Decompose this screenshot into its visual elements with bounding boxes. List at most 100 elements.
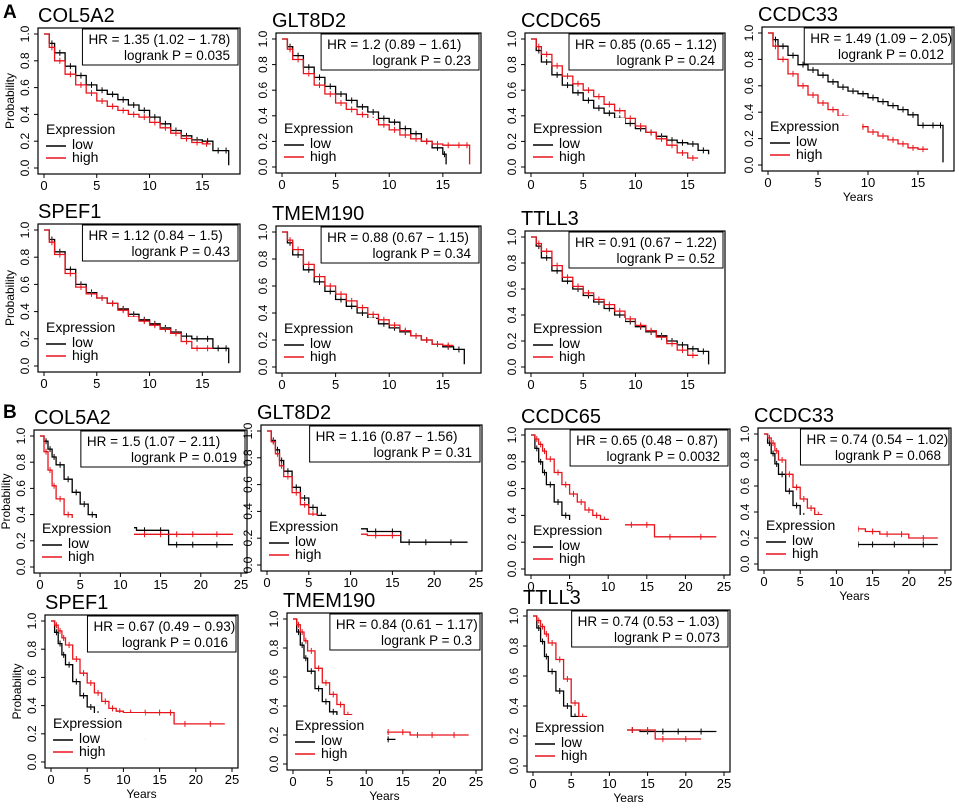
legend-title: Expression [533,120,602,136]
logrank-p: logrank P = 0.34 [373,246,472,261]
x-tick-label: 0 [278,377,285,392]
hr-value: HR = 0.74 (0.54 − 1.02) [806,432,948,447]
plot-frame [260,424,483,572]
x-tick-label: 20 [902,574,916,589]
y-tick-label: 0.4 [738,503,752,520]
legend-label-high: high [796,146,822,162]
x-tick-label: 15 [153,577,167,592]
x-tick-label: 5 [332,377,339,392]
x-tick-label: 10 [359,774,373,789]
chart-title: COL5A2 [34,407,111,429]
y-tick-label: 0.8 [738,451,752,468]
y-tick-label: 0.4 [505,306,519,323]
panel-label-b: B [3,402,17,423]
y-tick-label: 0.6 [256,277,270,294]
km-chart-b-tmem190: TMEM190 0.0 0.2 0.4 0.6 0.8 1.0 0 5 10 15 20 25 Years… [267,590,483,803]
x-tick-label: 25 [469,575,483,590]
y-tick-label: 0.2 [742,130,756,147]
x-tick-label: 25 [225,772,239,787]
x-tick-label: 0 [263,575,270,590]
km-chart-b-spef1: SPEF1 0.0 0.2 0.4 0.6 0.8 1.0 0 5 10 15 20 25 Probabi… [10,592,239,801]
y-tick-label: 0.8 [505,254,519,271]
y-tick-label: 1.0 [14,427,28,444]
legend-bg [766,116,862,168]
y-tick-label: 0.8 [267,639,281,656]
x-tick-label: 15 [640,776,654,791]
plot-frame [37,223,241,373]
x-tick-label: 0 [36,577,43,592]
y-tick-label: 0.2 [25,725,39,742]
chart-title: COL5A2 [38,5,115,27]
legend-bg [280,118,376,170]
x-tick-label: 5 [797,574,804,589]
x-tick-label: 0 [278,177,285,192]
hr-value: HR = 0.84 (0.61 − 1.17) [336,617,478,632]
legend-bg [291,715,387,767]
x-tick-label: 15 [680,177,694,192]
y-tick-label: 0.0 [267,755,281,772]
x-axis-title: Years [843,190,873,204]
hr-box [329,613,481,651]
hr-value: HR = 1.2 (0.89 − 1.61) [327,37,461,52]
legend-label-high: high [561,747,587,763]
y-tick-label: 0.4 [256,107,270,124]
x-tick-label: 5 [326,774,333,789]
x-tick-label: 10 [113,577,127,592]
hr-box [803,27,953,65]
km-chart-a-tmem190: TMEM190 0.0 0.2 0.4 0.6 0.8 1.0 0 5 10 15 HR = 0.88… [256,203,482,392]
legend-label-high: high [559,148,585,164]
hr-box [320,226,480,264]
x-tick-label: 5 [568,776,575,791]
logrank-p: logrank P = 0.019 [131,450,237,465]
x-tick-label: 0 [527,177,534,192]
legend-label-low: low [321,732,343,748]
x-tick-label: 0 [47,772,54,787]
logrank-p: logrank P = 0.43 [132,244,230,259]
chart-title: TTLL3 [521,208,579,230]
x-tick-label: 10 [382,377,396,392]
chart-title: SPEF1 [45,592,108,614]
y-tick-label: 1.0 [267,610,281,627]
legend-bg [265,516,361,568]
hr-value: HR = 1.12 (0.84 − 1.5) [88,228,222,243]
x-tick-label: 5 [566,579,573,594]
x-tick-label: 20 [194,577,208,592]
legend-bg [42,119,138,171]
x-tick-label: 15 [195,178,209,193]
x-tick-label: 20 [427,575,441,590]
legend-bg [529,318,625,370]
x-tick-label: 15 [640,579,654,594]
y-tick-label: 1.0 [742,24,756,41]
y-tick-label: 0.8 [507,637,521,654]
y-tick-label: 0.8 [256,250,270,267]
legend-bg [531,717,627,769]
hr-box [81,224,239,262]
legend-title: Expression [533,522,602,538]
y-axis-title: Probability [0,473,13,529]
y-tick-label: 0.8 [18,249,32,266]
logrank-p: logrank P = 0.31 [374,445,472,460]
y-tick-label: 0.4 [18,303,32,320]
legend-label-high: high [792,545,818,561]
y-tick-label: 1.0 [256,30,270,47]
x-tick-label: 10 [829,574,843,589]
legend-label-high: high [72,347,98,363]
legend-label-high: high [68,548,94,564]
hr-value: HR = 0.74 (0.53 − 1.03) [578,614,720,629]
x-tick-label: 15 [680,377,694,392]
legend-label-low: low [559,335,581,351]
legend-title: Expression [46,121,115,137]
plot-frame [286,612,483,771]
legend-label-low: low [559,537,581,553]
legend-label-high: high [559,550,585,566]
x-tick-label: 15 [396,774,410,789]
hr-box [309,425,481,463]
x-tick-label: 10 [602,776,616,791]
km-chart-b-ttll3: TTLL3 0.0 0.2 0.4 0.6 0.8 1.0 0 5 10 15 20 25 Years HR… [507,587,731,805]
logrank-p: logrank P = 0.035 [124,48,230,63]
legend-label-low: low [79,730,101,746]
km-chart-a-ttll3: TTLL3 0.0 0.2 0.4 0.6 0.8 1.0 0 5 10 15 HR = 0.91 (… [505,208,726,392]
y-tick-label: 0.6 [267,668,281,685]
x-tick-label: 0 [529,776,536,791]
x-tick-label: 0 [289,774,296,789]
